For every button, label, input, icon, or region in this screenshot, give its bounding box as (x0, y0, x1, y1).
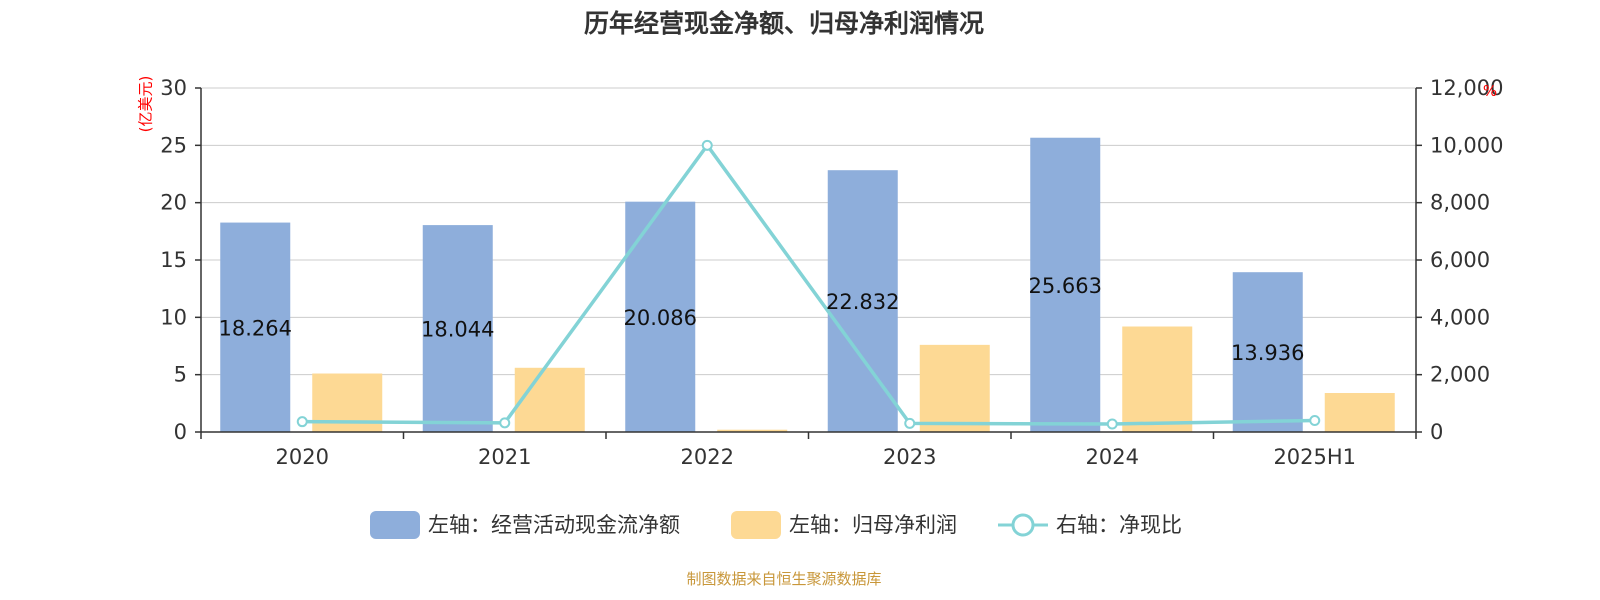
data-source-note: 制图数据来自恒生聚源数据库 (686, 570, 881, 588)
left-y-tick-label: 30 (160, 76, 187, 100)
net-cash-ratio-point (296, 416, 308, 428)
right-y-tick-label: 10,000 (1430, 133, 1503, 157)
net-profit-bar (514, 367, 585, 432)
left-axis-unit-label: (亿美元) (137, 76, 155, 133)
cashflow-bar-value-label: 18.264 (219, 316, 292, 340)
cashflow-bar-value-label: 25.663 (1029, 274, 1102, 298)
net-profit-bar (1122, 326, 1193, 432)
cashflow-bar-value-label: 22.832 (826, 290, 899, 314)
net-profit-bar (919, 344, 990, 432)
legend-label-ratio: 右轴：净现比 (1056, 513, 1182, 537)
chart-title: 历年经营现金净额、归母净利润情况 (584, 9, 984, 38)
x-tick-label: 2024 (1086, 445, 1139, 469)
x-tick-label: 2022 (681, 445, 734, 469)
axes: 0 5 10 15 20 25 30 0 2,000 4,000 6,000 8,000 10,000 1… (160, 76, 1503, 469)
net-cash-ratio-line (302, 143, 1315, 426)
data-labels: 18.264 18.044 20.086 22.832 25.663 13.936 (219, 274, 1305, 365)
left-y-tick-label: 15 (160, 248, 187, 272)
x-tick-label: 2021 (478, 445, 531, 469)
net-profit-bar (717, 429, 788, 432)
left-y-tick-label: 0 (174, 420, 187, 444)
x-tick-label: 2025H1 (1273, 445, 1356, 469)
cashflow-bar (422, 225, 493, 432)
right-y-tick-label: 6,000 (1430, 248, 1490, 272)
legend-swatch-net-profit (731, 511, 781, 539)
net-cash-ratio-point (1106, 418, 1118, 430)
left-y-tick-label: 5 (174, 363, 187, 387)
right-y-tick-label: 4,000 (1430, 305, 1490, 329)
net-cash-ratio-point (904, 417, 916, 429)
legend-label-net-profit: 左轴：归母净利润 (789, 513, 957, 537)
cashflow-bar-value-label: 20.086 (624, 306, 697, 330)
legend-swatch-cashflow (370, 511, 420, 539)
cashflow-bar (1232, 272, 1303, 432)
x-tick-label: 2023 (883, 445, 936, 469)
x-tick-label: 2020 (276, 445, 329, 469)
left-y-tick-label: 20 (160, 191, 187, 215)
right-y-tick-label: 2,000 (1430, 363, 1490, 387)
cashflow-bar (1030, 137, 1101, 432)
legend-label-cashflow: 左轴：经营活动现金流净额 (428, 513, 680, 537)
net-cash-ratio-point (499, 417, 511, 429)
line-layer (296, 139, 1321, 430)
net-cash-ratio-point (701, 139, 713, 151)
grid-lines (201, 87, 1416, 376)
net-cash-ratio-point (1309, 415, 1321, 427)
net-profit-bar (1324, 393, 1395, 432)
left-y-tick-label: 10 (160, 305, 187, 329)
right-y-tick-label: 12,000 (1430, 76, 1503, 100)
right-y-tick-label: 0 (1430, 420, 1443, 444)
right-y-tick-label: 8,000 (1430, 191, 1490, 215)
legend: 左轴：经营活动现金流净额 左轴：归母净利润 右轴：净现比 (370, 511, 1182, 539)
right-axis-unit-label: % (1483, 82, 1497, 100)
left-y-tick-label: 25 (160, 133, 187, 157)
cashflow-bar-value-label: 13.936 (1231, 341, 1304, 365)
bar-layer (220, 137, 1395, 433)
legend-swatch-ratio-marker (1011, 513, 1035, 537)
cashflow-bar-value-label: 18.044 (421, 318, 494, 342)
cashflow-bar (220, 222, 291, 432)
